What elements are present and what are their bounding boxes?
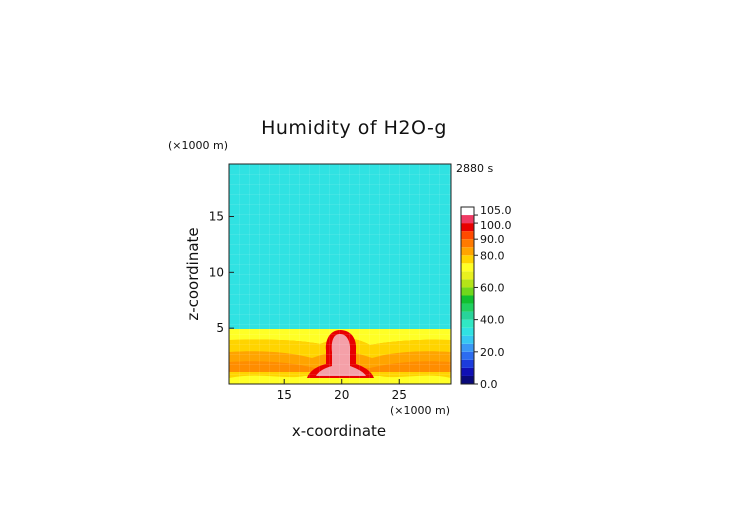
x-tick-label: 15	[277, 388, 292, 402]
y-unit-label: (×1000 m)	[168, 139, 228, 152]
colorbar-label: 100.0	[480, 219, 512, 232]
colorbar-label: 20.0	[480, 346, 505, 359]
y-axis: 5 10 15	[209, 209, 234, 335]
colorbar-swatch	[461, 223, 474, 232]
colorbar-label: 0.0	[480, 378, 498, 391]
colorbar-swatch	[461, 239, 474, 248]
colorbar-swatch	[461, 375, 474, 384]
x-unit-label: (×1000 m)	[390, 404, 450, 417]
plot-frame	[228, 163, 452, 385]
x-tick-label: 20	[334, 388, 349, 402]
y-tick-label: 10	[209, 265, 224, 279]
colorbar-label: 105.0	[480, 204, 512, 217]
colorbar-swatch	[461, 295, 474, 304]
colorbar-swatch	[461, 255, 474, 264]
colorbar-swatch	[461, 319, 474, 328]
chart-title: Humidity of H2O-g	[261, 117, 447, 139]
colorbar-swatch	[461, 215, 474, 224]
colorbar-swatch	[461, 271, 474, 280]
colorbar-swatch	[461, 343, 474, 352]
y-tick-label: 15	[209, 209, 224, 223]
colorbar-swatch	[461, 327, 474, 336]
colorbar-label: 80.0	[480, 249, 505, 262]
colorbar-label: 90.0	[480, 233, 505, 246]
heatmap-field	[229, 164, 451, 384]
colorbar-label: 60.0	[480, 281, 505, 294]
colorbar-swatch	[461, 311, 474, 320]
colorbar-swatch	[461, 335, 474, 344]
x-axis-title: x-coordinate	[292, 422, 386, 440]
time-label: 2880 s	[456, 162, 493, 175]
colorbar-swatch	[461, 207, 474, 216]
colorbar-swatch	[461, 247, 474, 256]
colorbar-swatch	[461, 367, 474, 376]
y-axis-title: z-coordinate	[184, 227, 202, 320]
colorbar-swatch	[461, 263, 474, 272]
x-axis: 15 20 25	[277, 379, 407, 402]
colorbar-swatch	[461, 231, 474, 240]
colorbar-frame	[460, 206, 475, 385]
colorbar-swatch	[461, 287, 474, 296]
colorbar-swatch	[461, 351, 474, 360]
colorbar-swatch	[461, 279, 474, 288]
x-tick-label: 25	[392, 388, 407, 402]
colorbar-swatch	[461, 359, 474, 368]
y-tick-label: 5	[216, 321, 224, 335]
colorbar-label: 40.0	[480, 314, 505, 327]
colorbar-swatch	[461, 303, 474, 312]
